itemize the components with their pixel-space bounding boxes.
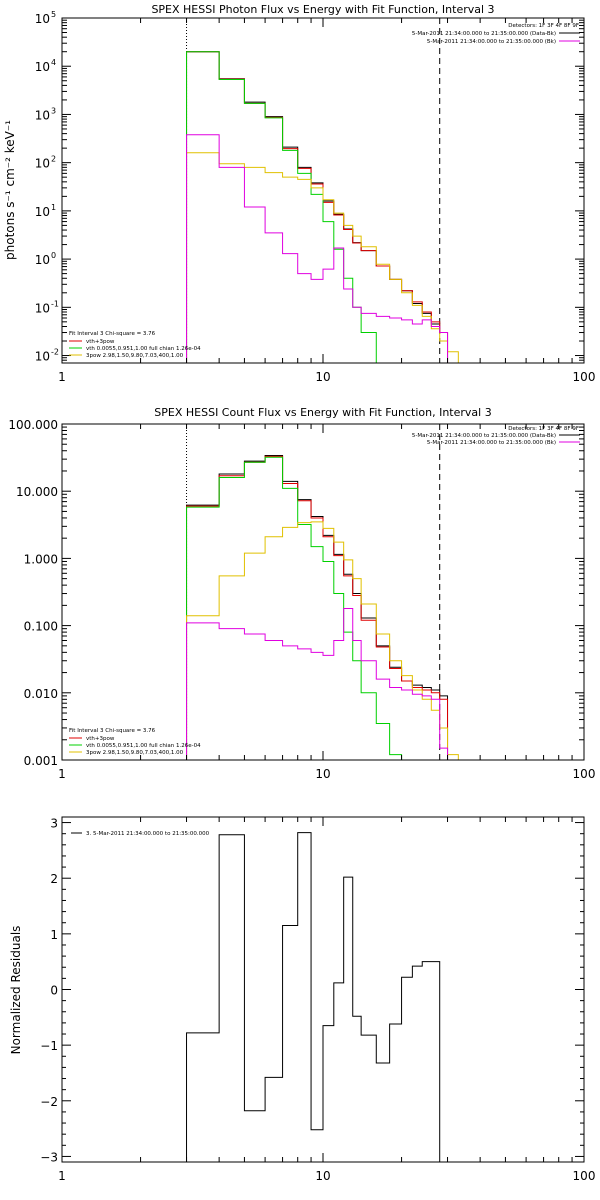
- legend-item-data-bk: 5-Mar-2011 21:34:00.000 to 21:35:00.000 …: [412, 31, 556, 37]
- series-line-0: [186, 51, 449, 363]
- fit-legend-powerlaw: 3pow 2.98,1.50,9.80,7.03,400,1.00: [86, 353, 184, 359]
- plot-marks: [186, 424, 459, 760]
- legends: 3. 5-Mar-2011 21:34:00.000 to 21:35:00.0…: [71, 831, 210, 837]
- y-tick-label: 100.000: [8, 418, 58, 432]
- fit-legend-thermal: vth 0.0055,0.951,1.00 full chian 1.26e-0…: [86, 743, 201, 749]
- y-tick-label: 0.010: [24, 687, 58, 701]
- series-line-0: [186, 832, 441, 1162]
- y-tick-label: 10: [35, 253, 50, 267]
- y-tick-label: 10: [35, 12, 50, 26]
- photon-flux-panel: SPEX HESSI Photon Flux vs Energy with Fi…: [3, 3, 596, 384]
- legend-item-bk: 5-Mar-2011 21:34:00.000 to 21:35:00.000 …: [427, 440, 556, 446]
- y-tick-exponent: 2: [51, 155, 56, 164]
- legend-item-data-bk: 5-Mar-2011 21:34:00.000 to 21:35:00.000 …: [412, 433, 556, 439]
- chart-title: SPEX HESSI Count Flux vs Energy with Fit…: [154, 406, 491, 419]
- series-line-4: [186, 134, 449, 363]
- y-tick-label: 2: [50, 872, 58, 886]
- series-line-4: [186, 607, 449, 760]
- series-line-2: [186, 456, 403, 760]
- y-tick-label: 10: [35, 350, 50, 364]
- plot-frame: [61, 423, 585, 761]
- residuals-panel: Normalized Residuals 1 10 100 −3 −2 −1 0 1 2 3 3.…: [9, 816, 595, 1183]
- y-tick-label: 10: [35, 108, 50, 122]
- series-line-3: [186, 152, 459, 363]
- y-tick-label: 10: [35, 301, 50, 315]
- plot-marks: [186, 832, 441, 1162]
- series-line-2: [186, 51, 377, 363]
- count-flux-panel: SPEX HESSI Count Flux vs Energy with Fit…: [8, 406, 595, 781]
- y-tick-exponent: -1: [51, 299, 59, 308]
- y-tick-exponent: 3: [51, 106, 56, 115]
- y-tick-label: −1: [40, 1039, 58, 1053]
- y-tick-label: 1.000: [24, 552, 58, 566]
- x-tick-label: 1: [58, 1169, 66, 1183]
- y-tick-exponent: 1: [51, 203, 56, 212]
- series-line-0: [186, 454, 449, 760]
- fit-legend-total: vth+3pow: [86, 736, 115, 742]
- y-tick-label: 3: [50, 817, 58, 831]
- legends: Detectors: 1F 3F 4F 8F 9F 5-Mar-2011 21:…: [69, 426, 580, 756]
- legend-item-residual: 3. 5-Mar-2011 21:34:00.000 to 21:35:00.0…: [86, 831, 210, 837]
- x-tick-label: 10: [315, 370, 330, 384]
- y-tick-label: 10: [35, 157, 50, 171]
- legend-item-bk: 5-Mar-2011 21:34:00.000 to 21:35:00.000 …: [427, 39, 556, 45]
- y-tick-label: 0.100: [24, 620, 58, 634]
- y-tick-exponent: 5: [51, 10, 56, 19]
- fit-legend-thermal: vth 0.0055,0.951,1.00 full chian 1.26e-0…: [86, 346, 201, 352]
- x-tick-label: 100: [573, 767, 596, 781]
- legends: Detectors: 1F 3F 4F 8F 9F 5-Mar-2011 21:…: [69, 23, 580, 359]
- x-tick-label: 100: [573, 1169, 596, 1183]
- y-tick-exponent: -2: [51, 348, 59, 357]
- detectors-label: Detectors: 1F 3F 4F 8F 9F: [508, 23, 579, 29]
- y-axis-label: photons s⁻¹ cm⁻² keV⁻¹: [3, 120, 17, 260]
- fit-header: Fit Interval 3 Chi-square = 3.76: [69, 331, 156, 337]
- y-tick-label: −3: [40, 1150, 58, 1164]
- axes: 1 10 100 0.001 0.010 0.100 1.000 10.000 100.000: [8, 418, 595, 781]
- y-tick-label: 1: [50, 928, 58, 942]
- plot-marks: [186, 18, 459, 363]
- x-tick-label: 1: [58, 370, 66, 384]
- y-tick-label: −2: [40, 1095, 58, 1109]
- x-tick-label: 10: [315, 1169, 330, 1183]
- fit-legend-powerlaw: 3pow 2.98,1.50,9.80,7.03,400,1.00: [86, 750, 184, 756]
- chart-title: SPEX HESSI Photon Flux vs Energy with Fi…: [151, 3, 494, 16]
- x-tick-label: 1: [58, 767, 66, 781]
- series-line-1: [186, 51, 449, 363]
- detectors-label: Detectors: 1F 3F 4F 8F 9F: [508, 426, 579, 432]
- y-tick-label: 10: [35, 205, 50, 219]
- y-tick-label: 10: [35, 60, 50, 74]
- x-tick-label: 100: [573, 370, 596, 384]
- x-tick-label: 10: [315, 767, 330, 781]
- y-tick-label: 0.001: [24, 754, 58, 768]
- series-line-3: [186, 521, 459, 760]
- y-tick-label: 10.000: [16, 485, 58, 499]
- fit-header: Fit Interval 3 Chi-square = 3.76: [69, 728, 156, 734]
- fit-legend-total: vth+3pow: [86, 339, 115, 345]
- y-tick-exponent: 0: [51, 251, 56, 260]
- axes: 1 10 100 −3 −2 −1 0 1 2 3: [40, 817, 595, 1183]
- y-tick-exponent: 4: [51, 58, 56, 67]
- y-axis-label: Normalized Residuals: [9, 926, 23, 1055]
- y-tick-label: 0: [50, 984, 58, 998]
